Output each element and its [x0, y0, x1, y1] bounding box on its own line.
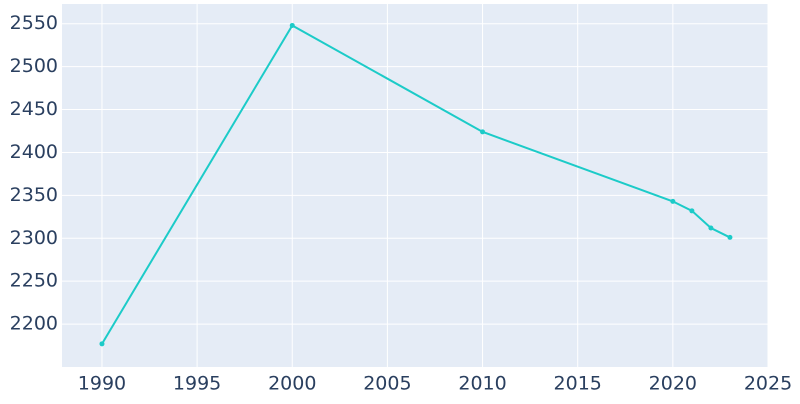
y-tick-label: 2500	[10, 55, 58, 77]
y-tick-label: 2250	[10, 270, 58, 292]
point	[480, 129, 486, 135]
x-tick-label: 1995	[173, 373, 221, 395]
plot-area	[62, 4, 768, 367]
y-tick-label: 2300	[10, 227, 58, 249]
y-tick-label: 2550	[10, 12, 58, 34]
point	[727, 234, 733, 240]
y-tick-label: 2350	[10, 184, 58, 206]
x-tick-label: 2025	[744, 373, 792, 395]
point	[689, 208, 695, 214]
x-tick-label: 2020	[649, 373, 697, 395]
x-tick-label: 2010	[458, 373, 506, 395]
x-tick-label: 2000	[268, 373, 316, 395]
point	[670, 198, 676, 204]
y-tick-label: 2450	[10, 98, 58, 120]
point	[289, 22, 295, 28]
x-tick-label: 2005	[363, 373, 411, 395]
y-tick-label: 2400	[10, 141, 58, 163]
x-tick-label: 2015	[554, 373, 602, 395]
y-tick-label: 2200	[10, 313, 58, 335]
point	[708, 225, 714, 231]
x-tick-label: 1990	[78, 373, 126, 395]
point	[99, 341, 105, 347]
